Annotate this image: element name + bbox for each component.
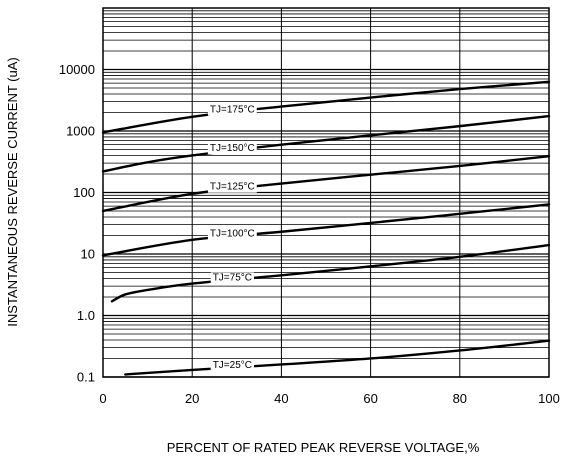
series-label: TJ=25°C <box>213 360 252 371</box>
grid <box>102 8 550 378</box>
series-label: TJ=175°C <box>210 105 255 116</box>
series-label-background <box>207 143 257 155</box>
series-label-background <box>210 359 254 371</box>
x-tick-label: 40 <box>274 391 288 406</box>
series-label: TJ=100°C <box>210 229 255 240</box>
series-label: TJ=150°C <box>210 143 255 154</box>
series-label-background <box>207 228 257 240</box>
series-line <box>101 80 551 134</box>
curve-labels: TJ=175°C TJ=150°C TJ=125°C TJ=100°C TJ=75°C T… <box>207 104 257 371</box>
series-line <box>110 243 551 303</box>
x-tick-label: 60 <box>363 391 377 406</box>
series-line <box>101 154 551 213</box>
plot-frame <box>102 7 550 378</box>
x-tick-label: 80 <box>453 391 467 406</box>
x-axis-title: PERCENT OF RATED PEAK REVERSE VOLTAGE,% <box>167 440 480 455</box>
series-label-background <box>207 104 257 116</box>
x-tick-label: 20 <box>185 391 199 406</box>
series-line <box>101 203 551 257</box>
series-label-background <box>207 181 257 193</box>
y-tick-label: 0.1 <box>77 370 95 385</box>
series-line <box>124 339 551 376</box>
series-label: TJ=125°C <box>210 182 255 193</box>
y-tick-label: 100 <box>73 185 95 200</box>
curves <box>101 80 551 376</box>
x-tick-labels: 0 20 40 60 80 100 <box>99 391 559 406</box>
series-label-background <box>210 272 254 284</box>
y-tick-label: 1000 <box>66 124 95 139</box>
y-tick-label: 10000 <box>59 62 95 77</box>
y-tick-labels: 0.1 1.0 10 100 1000 10000 <box>59 62 95 385</box>
y-tick-label: 10 <box>81 247 95 262</box>
series-label: TJ=75°C <box>213 272 252 283</box>
y-tick-label: 1.0 <box>77 308 95 323</box>
x-tick-label: 0 <box>99 391 106 406</box>
y-axis-title: INSTANTANEOUS REVERSE CURRENT (uA) <box>5 57 20 326</box>
series-line <box>101 114 551 173</box>
x-tick-label: 100 <box>538 391 560 406</box>
